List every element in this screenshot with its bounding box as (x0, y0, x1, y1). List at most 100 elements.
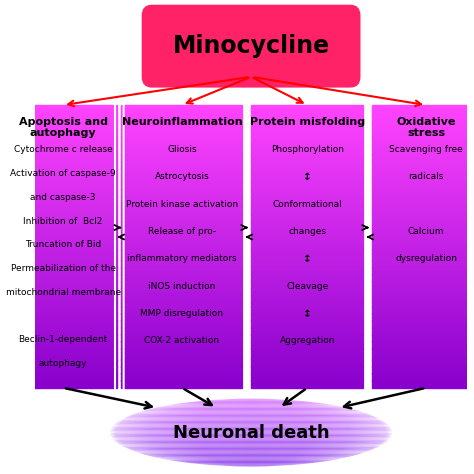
Bar (372, 366, 474, 370)
Bar (121, 218, 242, 222)
Bar (9, 281, 117, 285)
Bar (251, 299, 364, 303)
Bar (121, 147, 242, 151)
Ellipse shape (113, 423, 389, 424)
Bar (9, 278, 117, 282)
Bar (372, 253, 474, 257)
Bar (372, 302, 474, 307)
Bar (372, 271, 474, 275)
Bar (251, 157, 364, 162)
Bar (121, 363, 242, 366)
Bar (372, 214, 474, 218)
Bar (251, 288, 364, 292)
Bar (372, 310, 474, 314)
Bar (9, 186, 117, 190)
Bar (121, 246, 242, 250)
Bar (372, 359, 474, 363)
Bar (372, 356, 474, 359)
Bar (121, 285, 242, 289)
Bar (372, 105, 474, 109)
Bar (251, 246, 364, 250)
Bar (9, 118, 117, 123)
Ellipse shape (139, 454, 364, 455)
Bar (372, 236, 474, 239)
Ellipse shape (143, 455, 359, 456)
Bar (121, 253, 242, 257)
Bar (372, 264, 474, 268)
Bar (251, 197, 364, 201)
Bar (121, 214, 242, 218)
Ellipse shape (143, 409, 359, 410)
Bar (9, 168, 117, 172)
Ellipse shape (169, 461, 333, 462)
Bar (121, 327, 242, 331)
Ellipse shape (152, 407, 350, 408)
Bar (121, 334, 242, 338)
Text: Calcium: Calcium (408, 227, 444, 236)
Bar (251, 236, 364, 239)
Bar (9, 203, 117, 208)
Bar (251, 292, 364, 296)
Text: Aggregation: Aggregation (280, 337, 335, 346)
Bar (251, 334, 364, 338)
Bar (251, 363, 364, 366)
Bar (121, 345, 242, 349)
Bar (251, 182, 364, 186)
Ellipse shape (109, 431, 393, 433)
Bar (251, 317, 364, 320)
Bar (251, 348, 364, 353)
Bar (121, 126, 242, 130)
Ellipse shape (112, 424, 390, 426)
Bar (372, 122, 474, 126)
Bar (251, 214, 364, 218)
Bar (121, 249, 242, 254)
Bar (9, 161, 117, 165)
Bar (372, 172, 474, 176)
Bar (251, 108, 364, 112)
Bar (372, 313, 474, 317)
Bar (251, 256, 364, 261)
Bar (372, 274, 474, 278)
Bar (251, 306, 364, 310)
Bar (372, 352, 474, 356)
Text: Protein kinase activation: Protein kinase activation (126, 200, 238, 209)
Ellipse shape (139, 410, 364, 411)
Bar (121, 373, 242, 377)
Text: iNOS induction: iNOS induction (148, 282, 216, 291)
Bar (9, 253, 117, 257)
Bar (372, 242, 474, 246)
Bar (251, 271, 364, 275)
Bar (9, 210, 117, 215)
Bar (251, 115, 364, 119)
Bar (121, 384, 242, 388)
Bar (9, 338, 117, 342)
Bar (121, 154, 242, 158)
Bar (372, 256, 474, 261)
Bar (9, 236, 117, 239)
Ellipse shape (135, 411, 367, 412)
Bar (121, 164, 242, 169)
Bar (372, 168, 474, 172)
Bar (9, 356, 117, 359)
Bar (121, 242, 242, 246)
Ellipse shape (147, 456, 355, 457)
Bar (372, 225, 474, 229)
Bar (372, 108, 474, 112)
Bar (9, 218, 117, 222)
Bar (251, 327, 364, 331)
Bar (372, 249, 474, 254)
Bar (251, 345, 364, 349)
Bar (372, 154, 474, 158)
Bar (372, 380, 474, 384)
Ellipse shape (176, 402, 326, 403)
Text: Release of pro-: Release of pro- (148, 227, 216, 236)
Ellipse shape (184, 401, 318, 402)
Bar (372, 129, 474, 133)
Bar (372, 157, 474, 162)
Bar (121, 157, 242, 162)
Bar (121, 151, 242, 155)
Bar (121, 278, 242, 282)
Bar (372, 228, 474, 232)
Ellipse shape (110, 427, 392, 428)
Bar (372, 221, 474, 225)
